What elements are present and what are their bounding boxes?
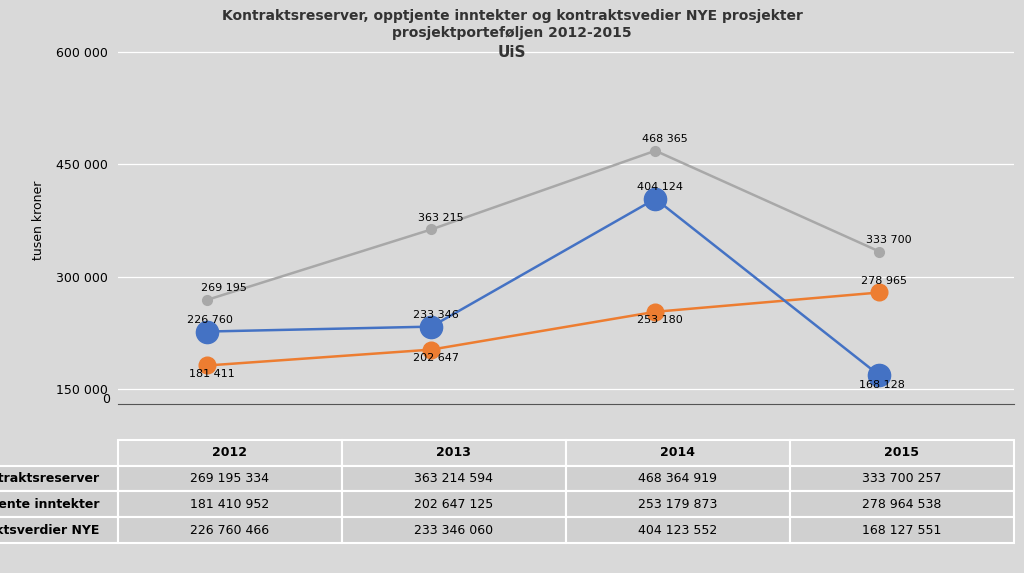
Text: Kontraktsreserver, opptjente inntekter og kontraktsvedier NYE prosjekter: Kontraktsreserver, opptjente inntekter o… xyxy=(221,9,803,22)
Text: 202 647: 202 647 xyxy=(414,353,460,363)
Text: 168 128: 168 128 xyxy=(859,380,905,390)
Text: 253 180: 253 180 xyxy=(638,315,683,325)
Text: 278 965: 278 965 xyxy=(861,276,907,286)
Text: prosjektporteføljen 2012-2015: prosjektporteføljen 2012-2015 xyxy=(392,26,632,40)
Y-axis label: tusen kroner: tusen kroner xyxy=(32,181,45,260)
Text: 269 195: 269 195 xyxy=(201,283,247,293)
Text: 233 346: 233 346 xyxy=(414,310,459,320)
Text: UiS: UiS xyxy=(498,45,526,60)
Text: 363 215: 363 215 xyxy=(418,213,464,223)
Text: 333 700: 333 700 xyxy=(866,235,911,245)
Text: 0: 0 xyxy=(102,393,111,406)
Text: 181 411: 181 411 xyxy=(189,369,236,379)
Text: 226 760: 226 760 xyxy=(187,315,233,325)
Text: 468 365: 468 365 xyxy=(642,134,688,144)
Text: 404 124: 404 124 xyxy=(638,182,683,192)
